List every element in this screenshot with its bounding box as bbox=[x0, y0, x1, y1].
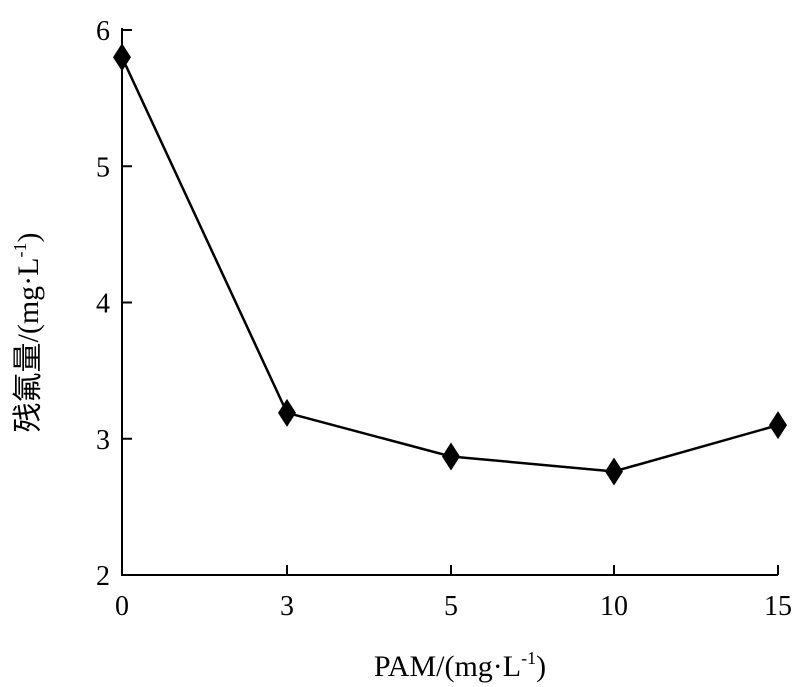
data-point-diamond bbox=[278, 398, 296, 427]
x-tick-label: 10 bbox=[600, 591, 628, 622]
axes bbox=[121, 28, 778, 576]
x-tick-label: 3 bbox=[280, 591, 294, 622]
series-layer bbox=[113, 43, 787, 486]
x-tick-label: 5 bbox=[444, 591, 458, 622]
y-tick-label: 5 bbox=[96, 152, 110, 183]
y-axis-ticks: 2 3 4 5 6 bbox=[96, 16, 132, 592]
y-axis-label: 残氟量/(mg·L-1) bbox=[10, 233, 45, 433]
series-line bbox=[120, 56, 779, 473]
data-point-diamond bbox=[113, 43, 131, 72]
data-point-diamond bbox=[769, 411, 787, 440]
y-tick-label: 2 bbox=[96, 561, 110, 592]
x-axis-ticks: 0 3 5 10 15 bbox=[115, 565, 792, 622]
y-tick-label: 3 bbox=[96, 425, 110, 456]
y-tick-label: 4 bbox=[96, 289, 110, 320]
x-tick-label: 15 bbox=[764, 591, 792, 622]
y-tick-label: 6 bbox=[96, 16, 110, 47]
x-axis-label: PAM/(mg·L-1) bbox=[374, 648, 546, 683]
data-point-diamond bbox=[442, 442, 460, 471]
x-tick-label: 0 bbox=[115, 591, 129, 622]
data-point-diamond bbox=[605, 457, 623, 486]
